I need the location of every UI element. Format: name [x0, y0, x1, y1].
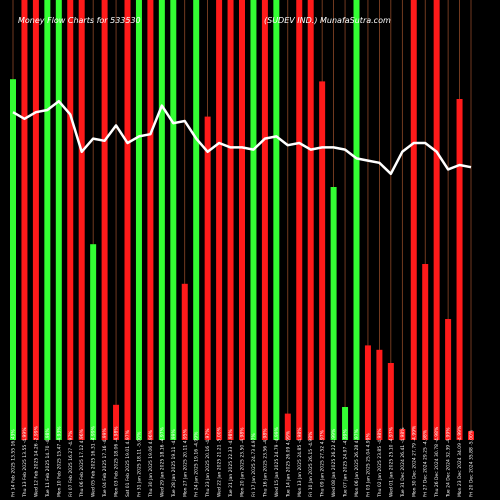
x-tick-label: Fri 31 Jan 2025 18.11 -5.00% — [136, 431, 142, 497]
x-tick-label: Tue 11 Feb 2025 14.70 -4.98% — [45, 427, 51, 498]
volume-bar — [170, 0, 177, 440]
x-tick-label: Tue 24 Dec 2024 32.39 -4.99% — [446, 427, 452, 498]
x-tick-label: Sat 01 Feb 2025 19.01 4.97% — [125, 429, 131, 497]
x-tick-label: Tue 04 Feb 2025 17.16 -4.99% — [102, 427, 108, 498]
volume-bar — [307, 0, 314, 440]
volume-bar — [21, 0, 28, 440]
x-tick-label: Mon 03 Feb 2025 18.06 -4.98% — [114, 426, 120, 497]
volume-bar — [376, 349, 383, 440]
x-tick-label: Mon 27 Jan 2025 20.11 4.95% — [182, 428, 188, 497]
chart-title-left: Money Flow Charts for 533530 — [18, 16, 141, 25]
volume-bar — [90, 244, 97, 440]
volume-bar — [284, 413, 291, 440]
volume-bar — [410, 0, 417, 440]
volume-bar — [422, 264, 429, 440]
x-tick-label: Mon 06 Jan 2025 26.28 4.97% — [354, 428, 360, 497]
x-tick-label: Tue 28 Jan 2025 19.11 -4.99% — [171, 429, 177, 498]
volume-bar — [44, 0, 51, 440]
x-tick-label: Fri 27 Dec 2024 29.25 -4.98% — [423, 429, 429, 497]
x-tick-label: Thu 02 Jan 2025 23.85 -4.98% — [377, 428, 383, 498]
volume-bar — [135, 0, 142, 440]
x-tick-label: Wed 08 Jan 2025 26.22 4.99% — [331, 428, 337, 497]
x-tick-labels: Fri 14 Feb 2025 13.55 16.43% Thu 13 Feb 2… — [11, 425, 475, 498]
x-tick-label: Wed 05 Feb 2025 16.31 -4.99% — [91, 425, 97, 497]
x-tick-label: Mon 13 Jan 2025 24.85 -4.98% — [297, 427, 303, 497]
x-tick-label: Fri 17 Jan 2025 24.73 4.97% — [251, 432, 257, 497]
x-tick-label: Thu 23 Jan 2025 20.16 -4.97% — [205, 428, 211, 498]
x-tick-label: Fri 24 Jan 2025 19.16 -4.99% — [194, 431, 200, 497]
volume-bar — [330, 187, 337, 440]
volume-bar — [296, 0, 303, 440]
x-tick-label: Wed 29 Jan 2025 18.16 -4.97% — [159, 426, 165, 497]
x-tick-label: Fri 20 Dec 2024 35.88 -5.00% — [469, 429, 475, 497]
volume-bar — [319, 81, 326, 441]
volume-bar — [158, 0, 165, 440]
x-tick-label: Wed 01 Jan 2025 25.10 -4.97% — [388, 426, 394, 497]
volume-bar — [445, 319, 452, 440]
x-tick-label: Wed 22 Jan 2025 21.21 -5.00% — [217, 426, 223, 497]
x-tick-label: Tue 31 Dec 2024 26.41 -4.98% — [400, 427, 406, 498]
x-tick-label: Mon 20 Jan 2025 23.50 -4.98% — [240, 427, 246, 497]
volume-bar — [55, 0, 62, 440]
volume-bar — [10, 79, 16, 440]
x-tick-label: Thu 30 Jan 2025 19.06 4.96% — [148, 429, 154, 498]
x-tick-label: Fri 14 Feb 2025 13.55 16.43% — [11, 429, 17, 497]
volume-bar — [78, 0, 85, 440]
x-tick-label: Tue 21 Jan 2025 22.33 -4.98% — [228, 429, 234, 498]
volume-bar — [387, 363, 394, 440]
x-tick-label: Fri 03 Jan 2025 25.04 4.99% — [365, 432, 371, 497]
volume-bar — [113, 404, 120, 440]
x-tick-label: Fri 07 Feb 2025 16.27 -4.97% — [68, 430, 74, 497]
volume-bar — [364, 345, 371, 440]
volume-bar — [181, 283, 188, 440]
x-tick-label: Wed 15 Jan 2025 24.79 -4.99% — [274, 426, 280, 497]
volume-bar — [124, 0, 131, 440]
x-tick-label: Thu 16 Jan 2025 23.56 -4.98% — [262, 428, 268, 498]
volume-bar — [32, 0, 39, 440]
volume-bar — [261, 0, 268, 440]
volume-bar — [456, 99, 463, 440]
x-tick-label: Wed 12 Feb 2025 14.26 -2.99% — [33, 425, 39, 497]
volume-bar — [468, 431, 474, 440]
volume-bar — [204, 116, 211, 440]
volume-bars — [10, 0, 474, 441]
volume-bar — [342, 407, 349, 440]
x-tick-label: Thu 09 Jan 2025 27.52 4.97% — [320, 429, 326, 498]
x-tick-label: Fri 10 Jan 2025 26.15 -4.98% — [308, 431, 314, 497]
volume-bar — [227, 0, 234, 440]
x-tick-label: Thu 06 Feb 2025 17.12 4.96% — [79, 428, 85, 498]
volume-bar — [273, 0, 280, 440]
volume-bar — [239, 0, 245, 440]
x-tick-label: Thu 26 Dec 2024 30.78 -4.98% — [434, 426, 440, 498]
volume-bar — [101, 0, 108, 440]
x-tick-label: Mon 30 Dec 2024 27.79 -4.99% — [411, 425, 417, 497]
volume-bar — [67, 0, 74, 440]
volume-bar — [399, 429, 406, 440]
x-tick-label: Tue 14 Jan 2025 26.09 4.99% — [285, 430, 291, 498]
volume-bar — [216, 0, 223, 440]
volume-bar — [353, 0, 360, 440]
x-tick-label: Tue 07 Jan 2025 24.97 -4.99% — [343, 429, 349, 498]
x-tick-label: Mon 10 Feb 2025 15.47 -4.93% — [56, 426, 62, 497]
chart-title-right: (SUDEV IND.) MunafaSutra.com — [264, 16, 391, 25]
volume-bar — [193, 0, 200, 440]
x-tick-label: Thu 13 Feb 2025 13.55 -4.99% — [22, 427, 28, 498]
volume-bar — [250, 0, 257, 440]
volume-bar — [433, 0, 440, 440]
volume-bar — [147, 0, 154, 440]
money-flow-line — [12, 99, 472, 176]
x-tick-label: Mon 23 Dec 2024 34.09 -4.99% — [457, 425, 463, 497]
